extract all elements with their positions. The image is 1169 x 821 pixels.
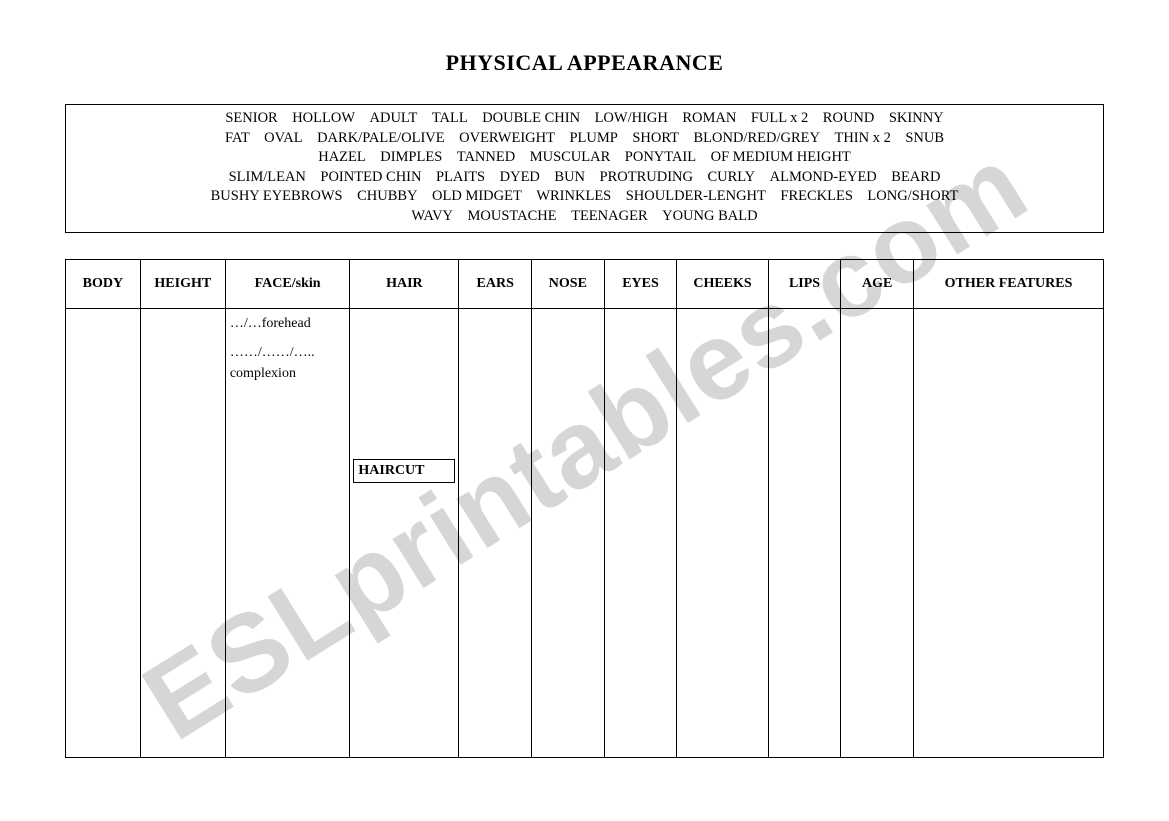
th-ears: EARS — [459, 260, 532, 309]
th-age: AGE — [841, 260, 914, 309]
th-face: FACE/skin — [225, 260, 350, 309]
cell-eyes — [604, 309, 677, 758]
word-line: SLIM/LEAN POINTED CHIN PLAITS DYED BUN P… — [74, 168, 1095, 188]
th-nose: NOSE — [532, 260, 605, 309]
cell-cheeks — [677, 309, 768, 758]
cell-ears — [459, 309, 532, 758]
cell-age — [841, 309, 914, 758]
word-line: BUSHY EYEBROWS CHUBBY OLD MIDGET WRINKLE… — [74, 187, 1095, 207]
th-eyes: EYES — [604, 260, 677, 309]
haircut-subheader-box: HAIRCUT — [353, 459, 455, 483]
th-lips: LIPS — [768, 260, 841, 309]
cell-body — [66, 309, 141, 758]
table-header-row: BODY HEIGHT FACE/skin HAIR EARS NOSE EYE… — [66, 260, 1104, 309]
cell-nose — [532, 309, 605, 758]
th-hair: HAIR — [350, 260, 459, 309]
cell-other — [914, 309, 1104, 758]
word-line: HAZEL DIMPLES TANNED MUSCULAR PONYTAIL O… — [74, 148, 1095, 168]
th-height: HEIGHT — [140, 260, 225, 309]
word-line: WAVY MOUSTACHE TEENAGER YOUNG BALD — [74, 207, 1095, 227]
cell-face: …/…forehead ……/……/….. complexion — [225, 309, 350, 758]
th-body: BODY — [66, 260, 141, 309]
categories-table: BODY HEIGHT FACE/skin HAIR EARS NOSE EYE… — [65, 259, 1104, 758]
th-cheeks: CHEEKS — [677, 260, 768, 309]
th-other: OTHER FEATURES — [914, 260, 1104, 309]
worksheet-page: PHYSICAL APPEARANCE SENIOR HOLLOW ADULT … — [0, 0, 1169, 821]
face-forehead-blank: …/…forehead — [230, 313, 346, 334]
vocabulary-word-box: SENIOR HOLLOW ADULT TALL DOUBLE CHIN LOW… — [65, 104, 1104, 233]
table-body-row: …/…forehead ……/……/….. complexion HAIRCUT — [66, 309, 1104, 758]
face-complexion-blank-1: ……/……/….. — [230, 342, 346, 363]
cell-hair: HAIRCUT — [350, 309, 459, 758]
word-line: FAT OVAL DARK/PALE/OLIVE OVERWEIGHT PLUM… — [74, 129, 1095, 149]
cell-lips — [768, 309, 841, 758]
word-line: SENIOR HOLLOW ADULT TALL DOUBLE CHIN LOW… — [74, 109, 1095, 129]
face-complexion-blank-2: complexion — [230, 363, 346, 384]
spacer — [230, 334, 346, 342]
cell-height — [140, 309, 225, 758]
page-title: PHYSICAL APPEARANCE — [65, 50, 1104, 76]
